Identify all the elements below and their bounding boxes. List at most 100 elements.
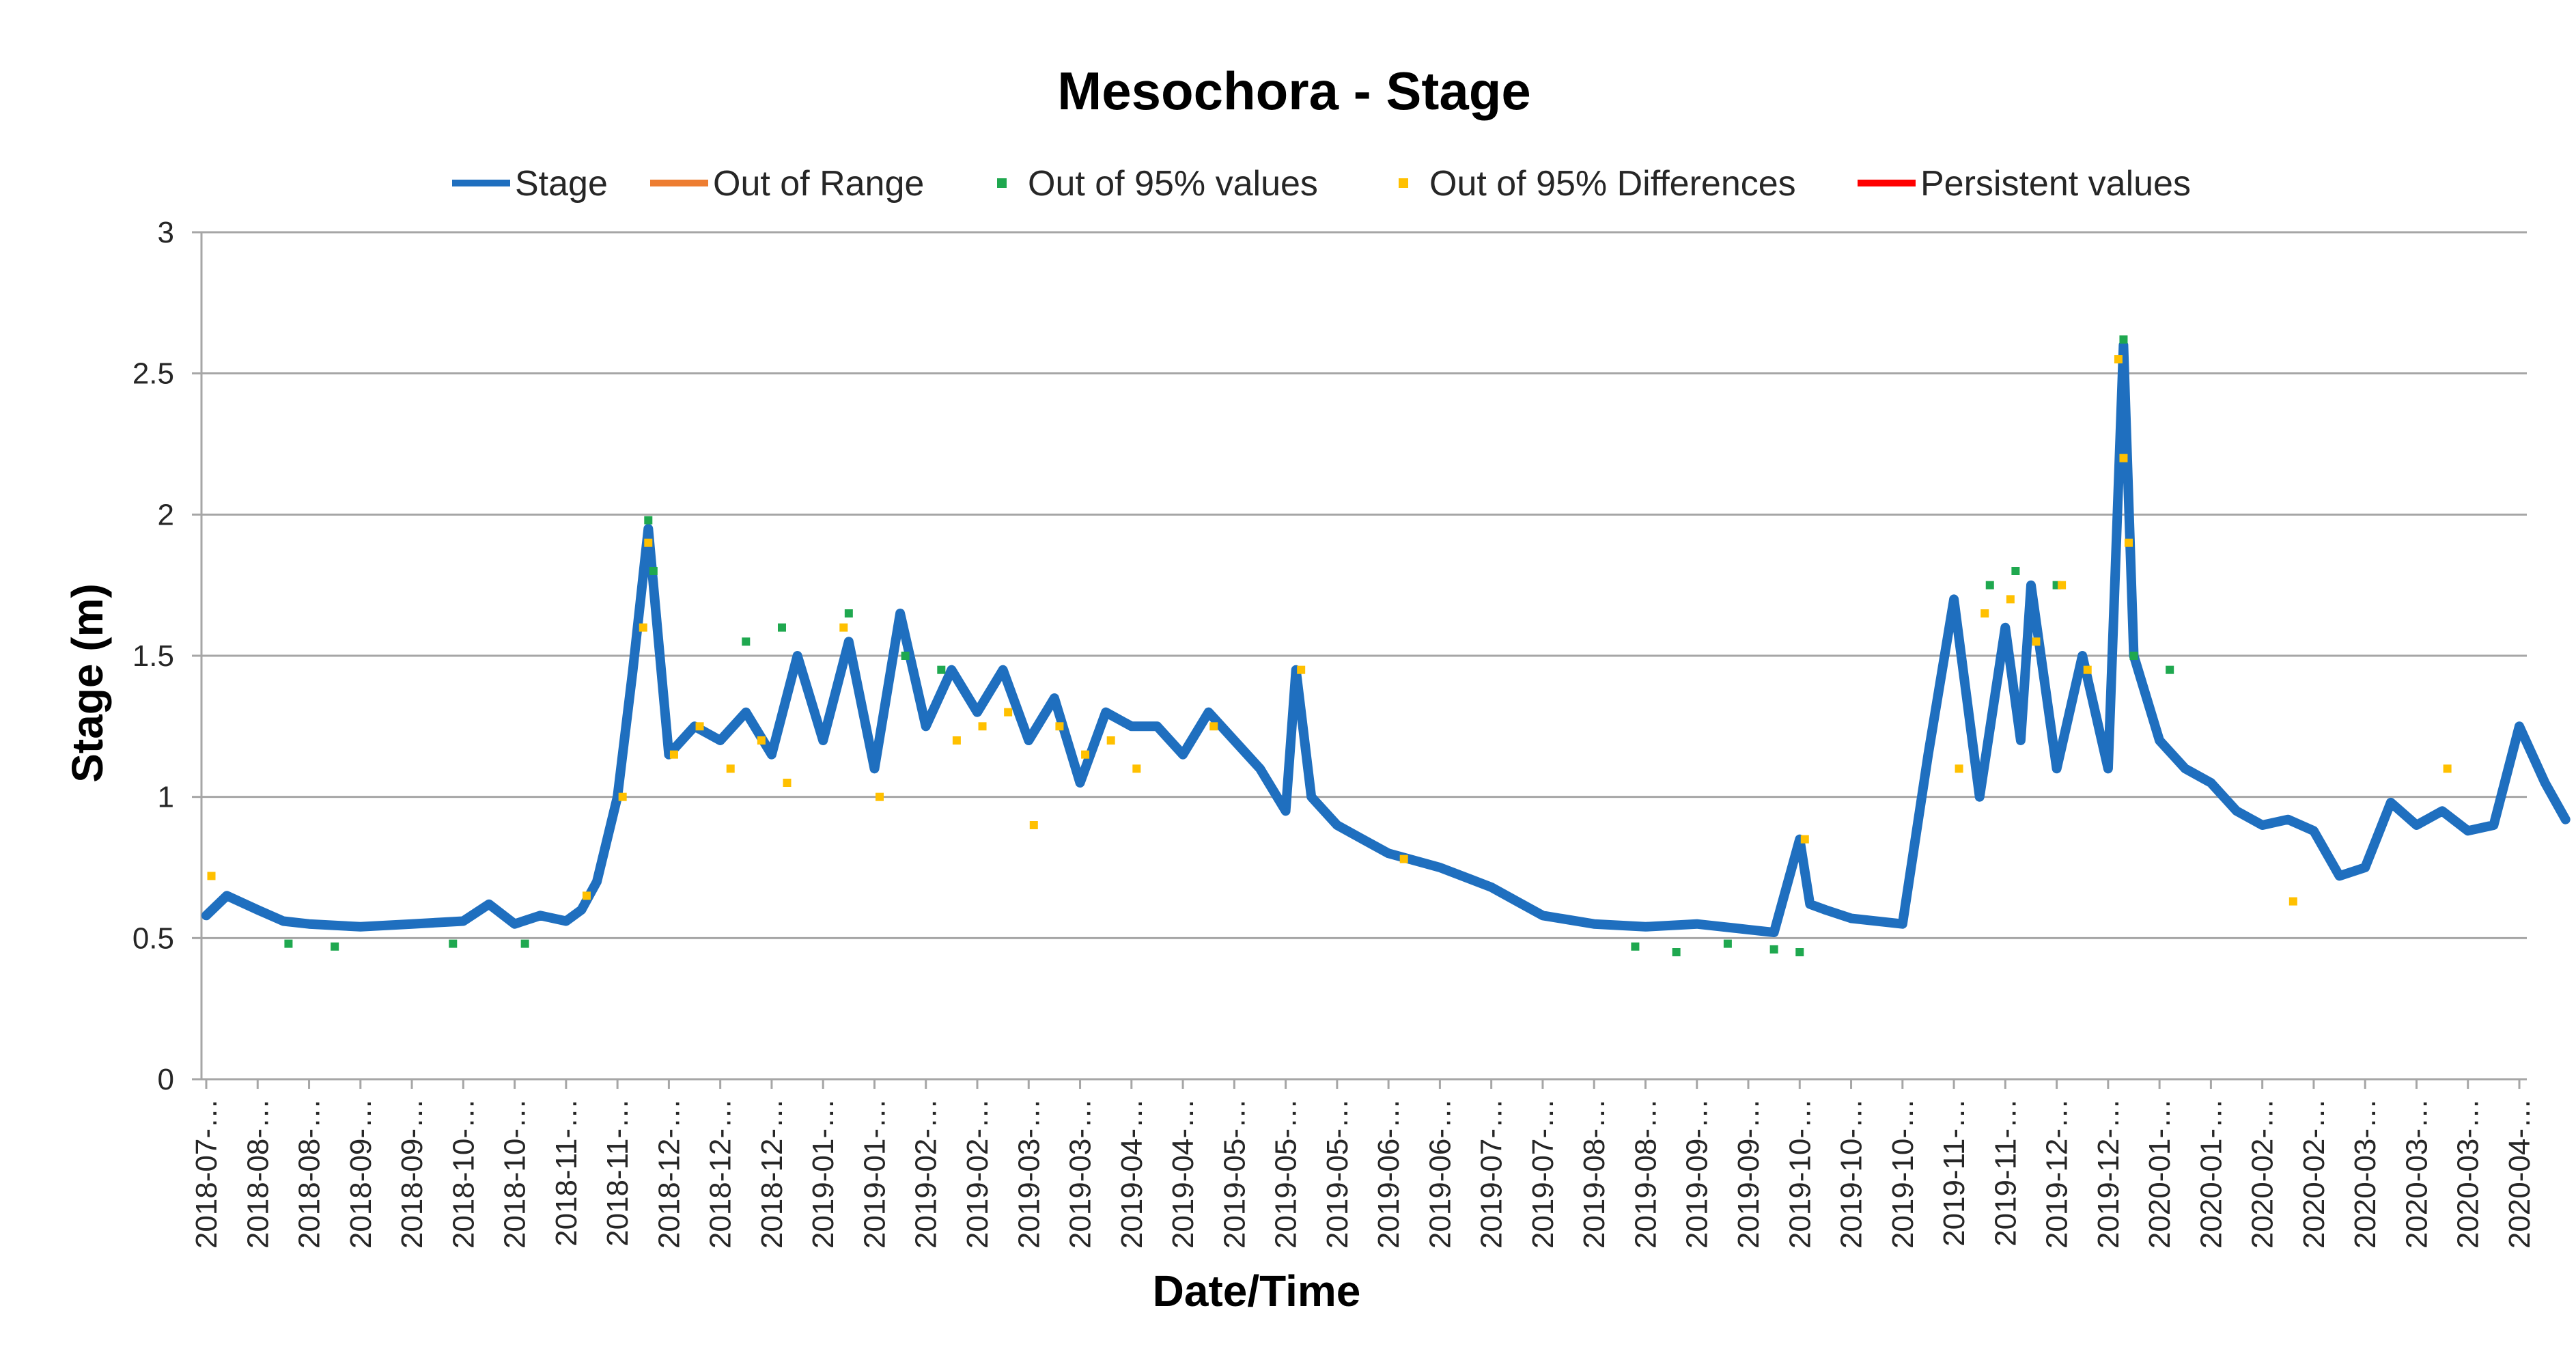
series-3-marker-25 xyxy=(1980,609,1989,617)
x-tick-label-7: 2018-11-… xyxy=(550,1098,583,1247)
series-0-point-19 xyxy=(717,738,723,743)
series-0-point-88 xyxy=(2562,816,2568,822)
y-tick-label-4: 2 xyxy=(158,498,174,531)
x-tick-label-30: 2019-09-… xyxy=(1732,1098,1765,1249)
x-tick-label-13: 2019-01-… xyxy=(858,1098,891,1249)
series-3-marker-20 xyxy=(1209,722,1218,731)
series-3-marker-28 xyxy=(2058,581,2067,589)
series-0-point-11 xyxy=(563,918,569,924)
series-0-point-77 xyxy=(2285,816,2291,822)
series-0-point-73 xyxy=(2182,766,2188,772)
series-0-point-82 xyxy=(2413,822,2420,828)
x-tick-label-3: 2018-09-… xyxy=(344,1098,378,1249)
series-3-marker-17 xyxy=(1081,750,1090,759)
series-0-point-78 xyxy=(2310,828,2316,834)
x-tick-label-45: 2020-04-… xyxy=(2503,1098,2536,1249)
chart-title: Mesochora - Stage xyxy=(1057,61,1531,121)
series-0-point-80 xyxy=(2362,865,2368,870)
series-0-point-10 xyxy=(537,913,544,919)
series-3-marker-22 xyxy=(1399,855,1408,863)
series-3-marker-7 xyxy=(726,764,735,773)
legend-label-4: Persistent values xyxy=(1920,164,2191,204)
x-tick-label-44: 2020-03-… xyxy=(2452,1098,2485,1249)
series-3-marker-31 xyxy=(2119,454,2128,462)
x-tick-label-34: 2019-11-… xyxy=(1937,1098,1971,1247)
x-tick-label-36: 2019-12-… xyxy=(2041,1098,2074,1249)
series-0-point-79 xyxy=(2336,873,2342,879)
series-3-marker-3 xyxy=(639,623,647,632)
series-0-point-81 xyxy=(2388,799,2394,805)
x-tick-label-16: 2019-03-… xyxy=(1012,1098,1046,1249)
series-0-point-83 xyxy=(2439,808,2446,814)
series-0-point-2 xyxy=(255,907,261,913)
x-tick-label-15: 2019-02-… xyxy=(961,1098,994,1249)
series-0-point-55 xyxy=(1771,930,1777,936)
series-0-point-50 xyxy=(1539,913,1545,919)
legend: Stage Out of Range Out of 95% values Out of… xyxy=(452,164,2191,204)
series-3-marker-8 xyxy=(757,736,766,745)
series-0-point-27 xyxy=(923,723,929,730)
series-0-point-84 xyxy=(2465,828,2471,834)
series-3-marker-16 xyxy=(1055,722,1064,731)
x-tick-label-6: 2018-10-… xyxy=(499,1098,532,1249)
series-2-marker-20 xyxy=(2129,652,2138,660)
series-2-marker-17 xyxy=(2011,567,2020,575)
x-tick-label-4: 2018-09-… xyxy=(395,1098,429,1249)
series-3-marker-33 xyxy=(2288,897,2297,906)
series-0-point-52 xyxy=(1642,924,1649,930)
series-0-point-46 xyxy=(1386,850,1392,857)
series-0-point-44 xyxy=(1334,822,1340,828)
legend-swatch-3 xyxy=(1399,178,1408,188)
series-0-point-51 xyxy=(1591,921,1597,927)
y-axis-ticks: 0 0.5 1 1.5 2 2.5 3 xyxy=(132,216,201,1096)
series-3-marker-26 xyxy=(2006,595,2015,604)
series-3-marker-1 xyxy=(582,891,591,900)
x-tick-label-29: 2019-09-… xyxy=(1681,1098,1714,1249)
series-2-marker-10 xyxy=(937,665,946,674)
series-0-point-45 xyxy=(1360,836,1366,842)
x-tick-label-20: 2019-05-… xyxy=(1218,1098,1251,1249)
series-3-marker-19 xyxy=(1132,764,1141,773)
series-0-point-64 xyxy=(2002,624,2008,630)
gridlines xyxy=(201,231,2527,939)
series-0-point-58 xyxy=(1822,907,1828,913)
series-0-point-69 xyxy=(2105,766,2111,772)
series-3-marker-4 xyxy=(644,538,653,547)
series-0-point-8 xyxy=(486,901,492,907)
series-0-point-21 xyxy=(768,751,774,758)
series-0-point-23 xyxy=(820,738,826,743)
series-0-point-53 xyxy=(1694,921,1700,927)
series-2-marker-13 xyxy=(1723,939,1732,948)
series-2-marker-8 xyxy=(844,609,853,617)
series-2-marker-4 xyxy=(644,516,653,525)
series-3-marker-13 xyxy=(978,722,987,731)
series-0-point-60 xyxy=(1899,921,1905,927)
y-tick-label-5: 2.5 xyxy=(132,357,174,391)
x-tick-label-32: 2019-10-… xyxy=(1835,1098,1868,1249)
series-0-point-74 xyxy=(2208,780,2214,786)
x-tick-label-8: 2018-11-… xyxy=(601,1098,634,1247)
legend-label-0: Stage xyxy=(515,164,608,204)
series-2-marker-11 xyxy=(1631,942,1640,951)
x-tick-label-26: 2019-07-… xyxy=(1526,1098,1560,1249)
x-tick-label-17: 2019-03-… xyxy=(1064,1098,1097,1249)
series-0-point-29 xyxy=(975,709,980,715)
x-tick-label-43: 2020-03-… xyxy=(2400,1098,2433,1249)
x-tick-label-9: 2018-12-… xyxy=(652,1098,686,1249)
series-3-marker-14 xyxy=(1004,708,1013,717)
series-0-point-22 xyxy=(794,653,800,658)
series-0-point-5 xyxy=(357,924,363,930)
series-3-marker-6 xyxy=(695,722,704,731)
x-tick-label-35: 2019-11-… xyxy=(1989,1098,2022,1247)
series-0-point-86 xyxy=(2517,723,2522,730)
series-3-marker-10 xyxy=(839,623,848,632)
series-3-marker-12 xyxy=(952,736,961,745)
series-0-point-24 xyxy=(845,639,852,645)
x-tick-label-25: 2019-07-… xyxy=(1475,1098,1509,1249)
series-3-marker-5 xyxy=(669,750,678,759)
series-0-point-65 xyxy=(2017,738,2024,743)
series-3-marker-18 xyxy=(1106,736,1115,745)
y-tick-label-3: 1.5 xyxy=(132,639,174,673)
series-0-point-70 xyxy=(2120,342,2127,348)
